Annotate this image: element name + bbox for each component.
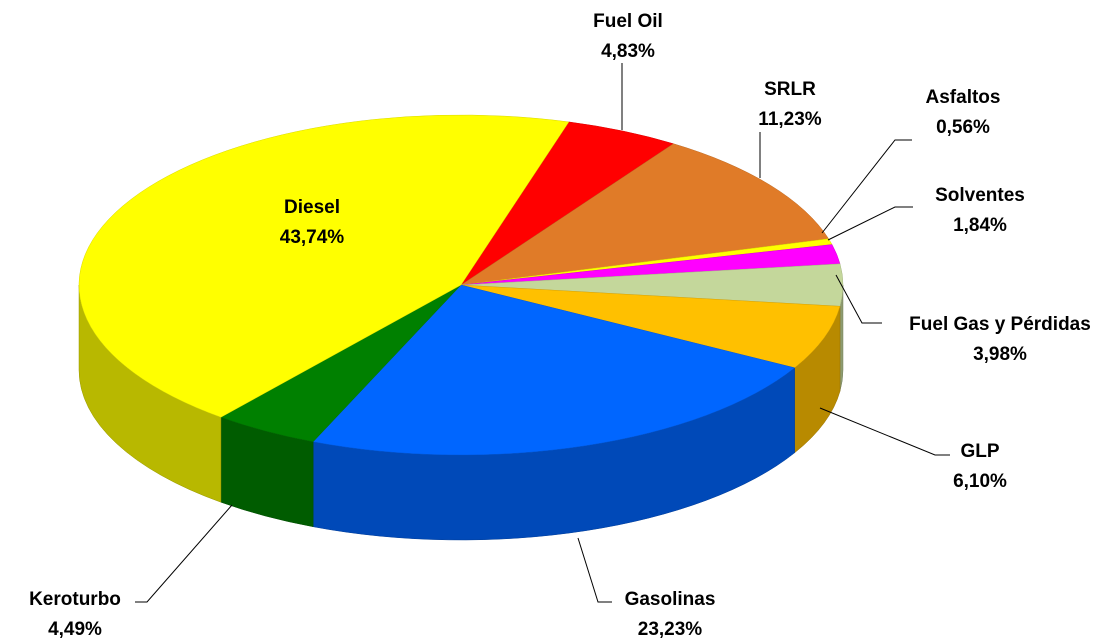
pie-slice [460, 284, 841, 369]
slice-value-label: 43,74% [280, 227, 345, 248]
pie-slice [312, 284, 796, 456]
leader-line [577, 537, 612, 603]
leader-lines [135, 63, 950, 603]
leader-line [135, 504, 233, 603]
leader-line [821, 139, 912, 234]
slice-label: Diesel [284, 197, 340, 218]
pie-slice [460, 143, 830, 286]
slice-label: GLP [960, 441, 999, 462]
slice-value-label: 1,84% [953, 215, 1007, 236]
slice-label: Gasolinas [625, 589, 716, 610]
pie-tops [78, 114, 844, 456]
slice-value-label: 4,49% [48, 619, 102, 640]
slice-label: Keroturbo [29, 589, 121, 610]
slice-label: Fuel Gas y Pérdidas [909, 314, 1091, 335]
slice-value-label: 0,56% [936, 117, 990, 138]
pie-slice [78, 114, 570, 418]
slice-label: Solventes [935, 185, 1025, 206]
slice-label: Asfaltos [926, 87, 1001, 108]
leader-line [835, 274, 882, 324]
leader-line [827, 206, 913, 241]
slice-value-label: 6,10% [953, 471, 1007, 492]
slice-value-label: 11,23% [758, 109, 821, 130]
slice-label: Fuel Oil [593, 11, 663, 32]
labels: Fuel Oil 4,83% SRLR 11,23% Asfaltos 0,56% Solv… [29, 11, 1091, 640]
slice-value-label: 3,98% [973, 344, 1027, 365]
slice-value-label: 23,23% [638, 619, 703, 640]
slice-value-label: 4,83% [601, 41, 655, 62]
pie-sides [78, 284, 844, 541]
slice-label: SRLR [764, 79, 816, 100]
leader-line [819, 407, 950, 456]
